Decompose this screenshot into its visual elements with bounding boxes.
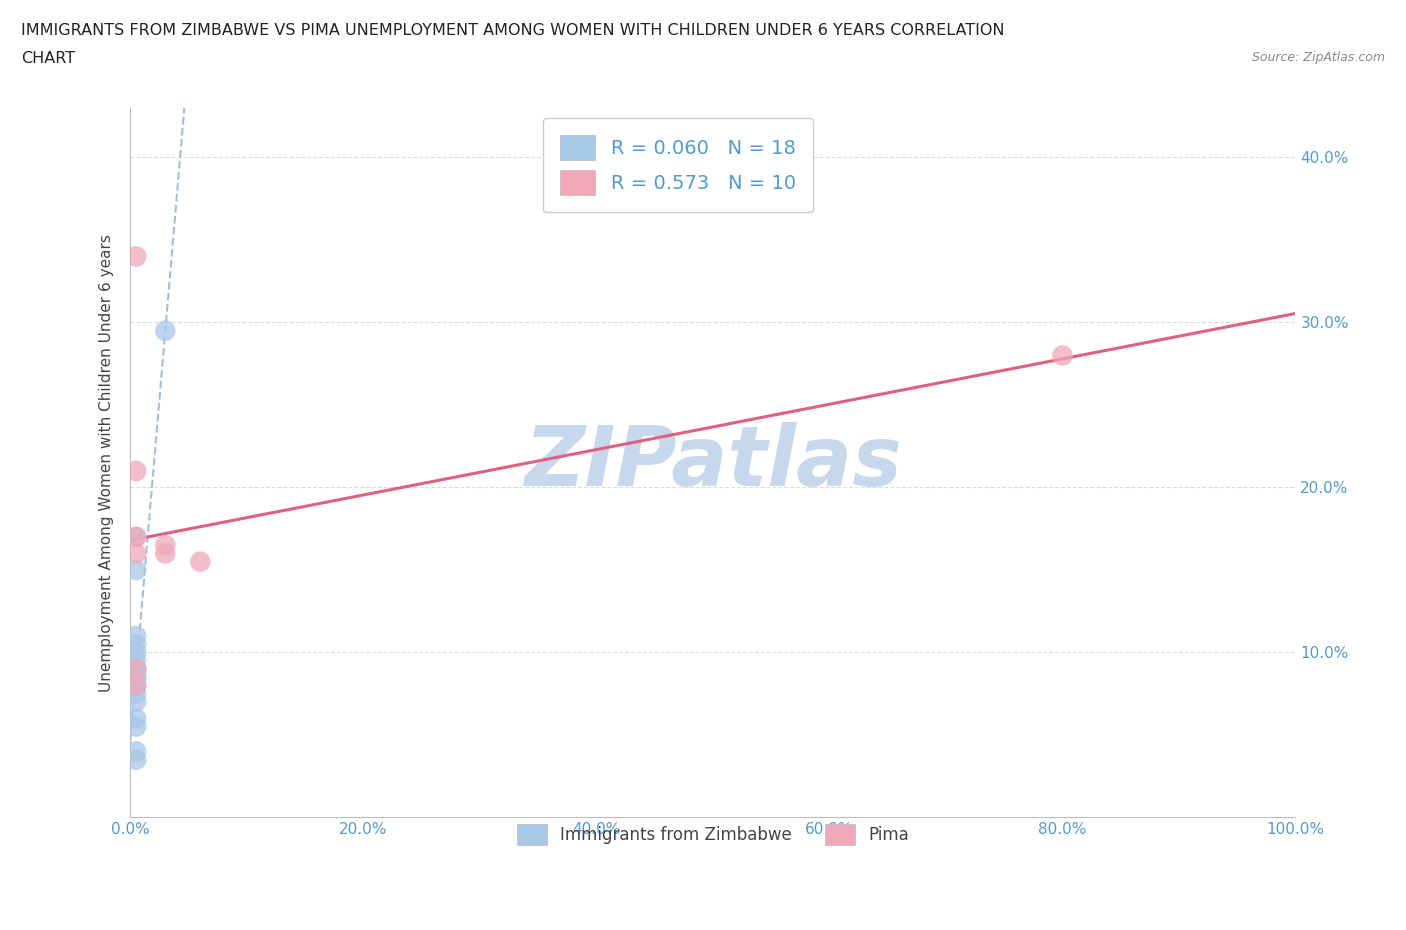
Point	[125, 563, 148, 578]
Point	[1052, 348, 1074, 363]
Point	[125, 711, 148, 725]
Point	[125, 744, 148, 759]
Point	[125, 752, 148, 767]
Legend: Immigrants from Zimbabwe, Pima: Immigrants from Zimbabwe, Pima	[503, 811, 922, 858]
Point	[125, 661, 148, 676]
Point	[155, 324, 177, 339]
Text: Source: ZipAtlas.com: Source: ZipAtlas.com	[1251, 51, 1385, 64]
Point	[125, 529, 148, 544]
Point	[125, 678, 148, 693]
Text: IMMIGRANTS FROM ZIMBABWE VS PIMA UNEMPLOYMENT AMONG WOMEN WITH CHILDREN UNDER 6 : IMMIGRANTS FROM ZIMBABWE VS PIMA UNEMPLO…	[21, 23, 1005, 38]
Point	[125, 653, 148, 668]
Point	[125, 661, 148, 676]
Point	[125, 686, 148, 701]
Point	[125, 463, 148, 478]
Point	[125, 249, 148, 264]
Point	[125, 645, 148, 660]
Y-axis label: Unemployment Among Women with Children Under 6 years: Unemployment Among Women with Children U…	[100, 233, 114, 692]
Point	[125, 678, 148, 693]
Point	[125, 719, 148, 734]
Point	[125, 546, 148, 561]
Point	[155, 538, 177, 552]
Text: CHART: CHART	[21, 51, 75, 66]
Point	[125, 670, 148, 684]
Point	[155, 546, 177, 561]
Point	[125, 695, 148, 710]
Point	[125, 637, 148, 652]
Point	[125, 670, 148, 684]
Text: ZIPatlas: ZIPatlas	[524, 422, 901, 503]
Point	[125, 529, 148, 544]
Point	[125, 629, 148, 644]
Point	[188, 554, 211, 569]
Point	[125, 661, 148, 676]
